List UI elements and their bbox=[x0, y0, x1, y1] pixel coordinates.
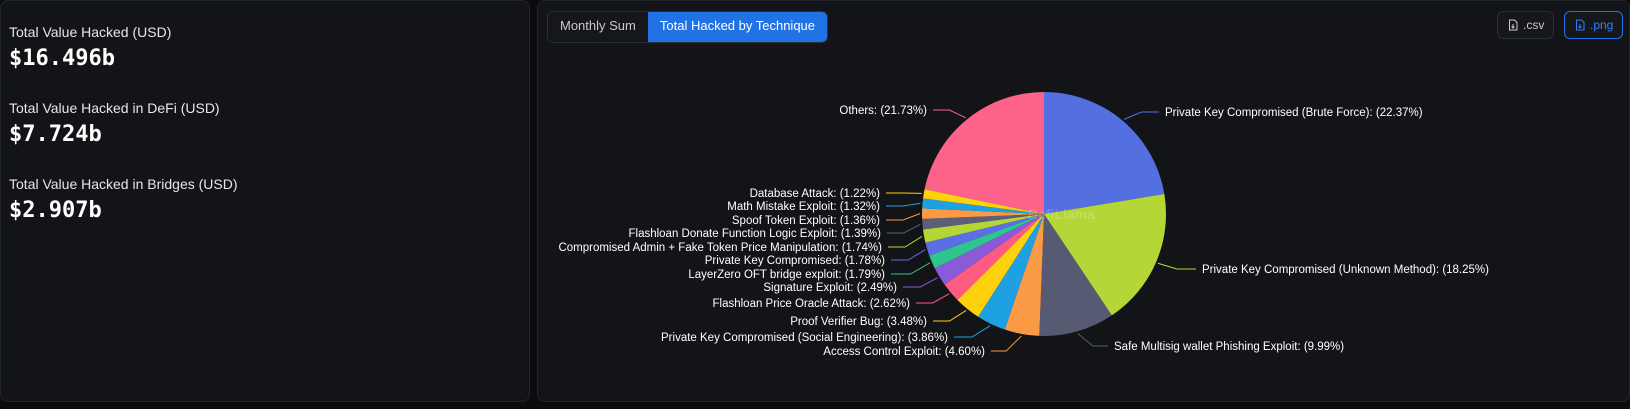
stat-defi-hacked: Total Value Hacked in DeFi (USD) $7.724b bbox=[9, 99, 220, 149]
stat-value: $16.496b bbox=[9, 46, 115, 71]
stat-label: Total Value Hacked in Bridges (USD) bbox=[9, 176, 238, 192]
pie-slice[interactable] bbox=[923, 189, 1044, 214]
slice-label: Math Mistake Exploit: (1.32%) bbox=[727, 201, 880, 213]
slice-label: Private Key Compromised (Unknown Method)… bbox=[1202, 264, 1489, 276]
pie-slice[interactable] bbox=[922, 214, 1044, 230]
leader-line bbox=[888, 235, 923, 248]
pie-slice[interactable] bbox=[1044, 193, 1166, 316]
leader-line bbox=[933, 109, 966, 119]
pie-slice[interactable] bbox=[934, 214, 1044, 285]
slice-label: Signature Exploit: (2.49%) bbox=[763, 282, 897, 294]
file-download-icon bbox=[1509, 19, 1518, 31]
pie-slice[interactable] bbox=[922, 214, 1044, 243]
stat-bridges-hacked: Total Value Hacked in Bridges (USD) $2.9… bbox=[9, 175, 238, 225]
file-image-icon bbox=[1576, 19, 1585, 31]
stat-value: $2.907b bbox=[9, 198, 102, 223]
slice-label: LayerZero OFT bridge exploit: (1.79%) bbox=[688, 269, 885, 281]
leader-line bbox=[891, 249, 926, 261]
slice-label: Database Attack: (1.22%) bbox=[750, 188, 881, 200]
slice-label: Access Control Exploit: (4.60%) bbox=[823, 346, 985, 358]
pie-slice[interactable] bbox=[944, 214, 1044, 300]
leader-line bbox=[887, 223, 921, 234]
leader-line bbox=[1157, 262, 1196, 270]
slice-label: Private Key Compromised: (1.78%) bbox=[705, 255, 885, 267]
tab-total-hacked-by-technique[interactable]: Total Hacked by Technique bbox=[647, 12, 828, 42]
leader-line bbox=[903, 277, 938, 288]
pie-slice[interactable] bbox=[924, 92, 1044, 214]
pie-slice[interactable] bbox=[925, 214, 1044, 256]
slice-label: Safe Multisig wallet Phishing Exploit: (… bbox=[1114, 341, 1344, 353]
leader-line bbox=[916, 293, 950, 304]
pie-slice[interactable] bbox=[922, 208, 1044, 219]
leader-line bbox=[954, 325, 991, 338]
png-label: .png bbox=[1590, 18, 1614, 32]
chart-panel: Monthly Sum Total Hacked by Technique .c… bbox=[537, 0, 1630, 402]
pie-slice[interactable] bbox=[929, 214, 1044, 269]
stat-label: Total Value Hacked (USD) bbox=[9, 24, 172, 40]
chart-tabs: Monthly Sum Total Hacked by Technique bbox=[547, 11, 829, 43]
pie-chart: Private Key Compromised (Brute Force): (… bbox=[558, 92, 1489, 358]
slice-label: Flashloan Donate Function Logic Exploit:… bbox=[628, 228, 881, 240]
slice-label: Others: (21.73%) bbox=[839, 105, 927, 117]
slice-label: Private Key Compromised (Social Engineer… bbox=[661, 332, 948, 344]
leader-line bbox=[886, 213, 921, 221]
leader-line bbox=[886, 202, 921, 207]
download-csv-button[interactable]: .csv bbox=[1497, 11, 1555, 39]
slice-label: Spoof Token Exploit: (1.36%) bbox=[732, 215, 880, 227]
csv-label: .csv bbox=[1523, 18, 1545, 32]
download-png-button[interactable]: .png bbox=[1564, 11, 1624, 39]
watermark-text: DefiLlama bbox=[1028, 206, 1095, 222]
leader-line bbox=[1123, 111, 1159, 120]
slice-label: Compromised Admin + Fake Token Price Man… bbox=[558, 242, 882, 254]
slice-label: Proof Verifier Bug: (3.48%) bbox=[790, 316, 927, 328]
slice-label: Private Key Compromised (Brute Force): (… bbox=[1165, 107, 1423, 119]
stat-value: $7.724b bbox=[9, 122, 102, 147]
leader-line bbox=[1077, 332, 1108, 347]
pie-slice[interactable] bbox=[1044, 92, 1165, 214]
stat-total-hacked: Total Value Hacked (USD) $16.496b bbox=[9, 23, 171, 73]
pie-slice[interactable] bbox=[978, 214, 1044, 330]
tab-monthly-sum[interactable]: Monthly Sum bbox=[548, 12, 648, 42]
pie-slice[interactable] bbox=[922, 198, 1044, 214]
leader-line bbox=[933, 310, 967, 322]
slice-label: Flashloan Price Oracle Attack: (2.62%) bbox=[713, 298, 911, 310]
leader-line bbox=[891, 262, 931, 275]
pie-slice[interactable] bbox=[957, 214, 1044, 317]
stats-panel: Total Value Hacked (USD) $16.496b Total … bbox=[0, 0, 530, 402]
pie-slice[interactable] bbox=[1039, 214, 1112, 336]
stat-label: Total Value Hacked in DeFi (USD) bbox=[9, 100, 220, 116]
leader-line bbox=[991, 335, 1022, 352]
pie-slice[interactable] bbox=[1004, 214, 1044, 336]
